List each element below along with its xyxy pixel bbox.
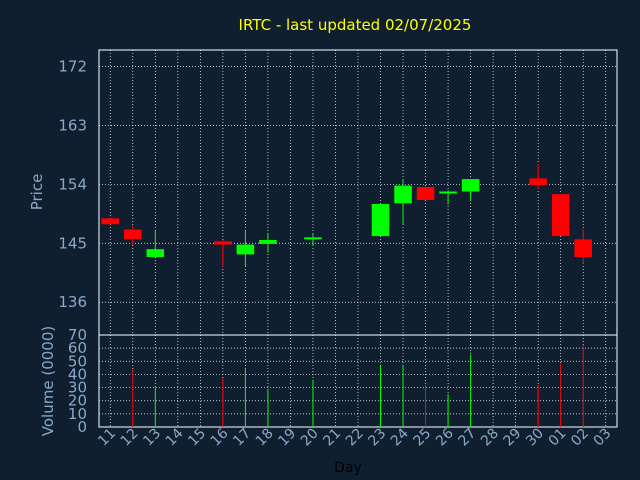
volume-y-tick-label: 10 [68,405,87,423]
x-tick-label: 30 [523,426,547,450]
price-y-tick-label: 172 [58,57,87,75]
candle-body [416,186,435,201]
x-tick-label: 11 [95,426,119,450]
x-tick-label: 25 [410,426,434,450]
x-tick-label: 28 [478,426,502,450]
volume-axis-label: Volume (0000) [39,326,57,436]
x-tick-label: 12 [118,426,142,450]
chart-title: IRTC - last updated 02/07/2025 [239,16,472,34]
price-y-tick-label: 145 [58,234,87,252]
x-tick-label: 24 [388,425,412,449]
x-tick-label: 13 [140,426,164,450]
x-tick-label: 23 [365,426,389,450]
candle-body [259,240,277,244]
candle-body [214,241,232,245]
candle-body [123,229,142,240]
x-tick-label: 14 [163,425,187,449]
x-axis-label: Day [334,460,362,476]
volume-y-tick-label: 40 [68,365,87,383]
volume-y-tick-label: 50 [68,352,87,370]
x-tick-label: 16 [208,425,232,449]
x-tick-label: 15 [185,426,209,450]
volume-y-tick-label: 30 [68,379,87,397]
candle-body [551,194,570,237]
volume-y-tick-label: 0 [77,418,87,436]
candle-body [574,239,593,258]
x-tick-label: 03 [591,426,615,450]
price-y-tick-label: 163 [58,116,87,134]
price-y-tick-label: 136 [58,293,87,311]
x-tick-label: 19 [275,426,299,450]
price-axis-label: Price [28,174,46,211]
candle-body [101,218,120,225]
volume-y-tick-label: 20 [68,392,87,410]
candle-body [439,191,457,194]
x-tick-label: 26 [433,425,457,449]
candle-body [304,237,322,240]
price-y-tick-label: 154 [58,175,87,193]
volume-y-tick-label: 60 [68,339,87,357]
candle-body [461,179,480,192]
volume-panel: 1112131415161718192021222324252627282930… [68,326,618,450]
x-tick-label: 01 [546,426,570,450]
price-panel: 136 145 154 163 172 [58,49,618,336]
x-tick-label: 18 [253,426,277,450]
x-tick-label: 02 [568,426,592,450]
x-tick-label: 29 [501,426,525,450]
candle-body [236,244,255,255]
x-tick-label: 21 [320,426,344,450]
x-tick-label: 20 [298,426,322,450]
candle-body [529,178,547,185]
volume-y-tick-label: 70 [68,326,87,344]
candle-body [394,185,412,204]
x-tick-label: 22 [343,426,367,450]
candle-body [146,249,165,258]
x-tick-label: 17 [230,426,254,450]
x-tick-label: 27 [456,426,480,450]
candle-body [371,203,390,237]
